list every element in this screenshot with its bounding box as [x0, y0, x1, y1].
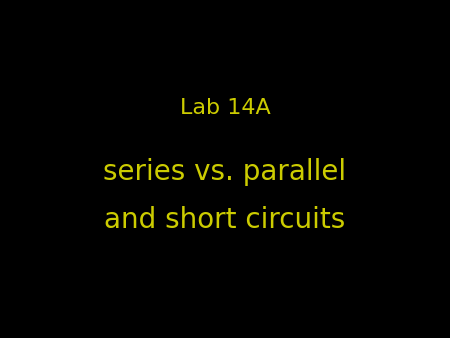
Text: and short circuits: and short circuits [104, 206, 346, 234]
Text: series vs. parallel: series vs. parallel [104, 159, 346, 186]
Text: Lab 14A: Lab 14A [180, 98, 270, 118]
